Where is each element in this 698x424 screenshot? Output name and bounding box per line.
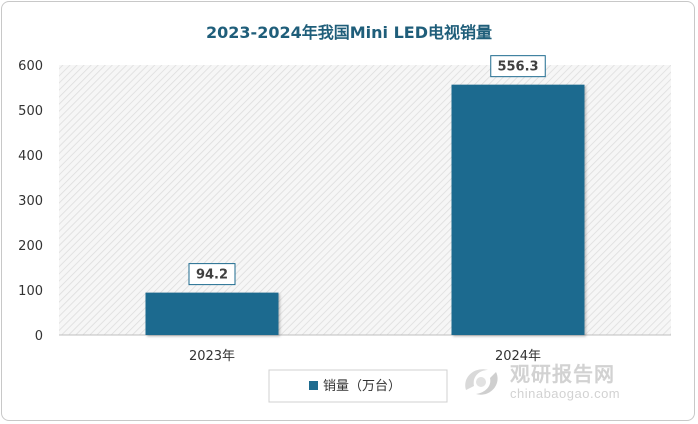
legend-label: 销量（万台） [323, 379, 401, 394]
watermark-text: 观研报告网 [510, 362, 615, 386]
y-tick-label: 300 [18, 194, 43, 209]
legend-swatch [309, 381, 318, 390]
y-tick-label: 500 [18, 104, 43, 119]
y-tick-label: 200 [18, 239, 43, 254]
y-axis: 0 100 200 300 400 500 600 [18, 59, 43, 344]
logo-swirl-icon [465, 369, 498, 395]
bar [145, 292, 279, 335]
data-label-box [188, 263, 236, 286]
bars-group: 94.2 556.3 [145, 55, 585, 335]
watermark-url: chinabaogao.com [510, 386, 621, 401]
bar [451, 84, 585, 335]
chart-title: 2023-2024年我国Mini LED电视销量 [206, 23, 492, 42]
data-label: 94.2 [196, 268, 228, 283]
legend: 销量（万台） [268, 369, 448, 403]
y-tick-label: 100 [18, 284, 43, 299]
legend-box [268, 369, 448, 403]
data-label: 556.3 [497, 60, 538, 75]
y-tick-label: 600 [18, 59, 43, 74]
data-label-box [490, 55, 546, 78]
y-tick-label: 0 [35, 329, 43, 344]
x-tick-label: 2024年 [495, 349, 541, 364]
x-axis: 2023年 2024年 [189, 349, 541, 364]
y-tick-label: 400 [18, 149, 43, 164]
x-tick-label: 2023年 [189, 349, 235, 364]
